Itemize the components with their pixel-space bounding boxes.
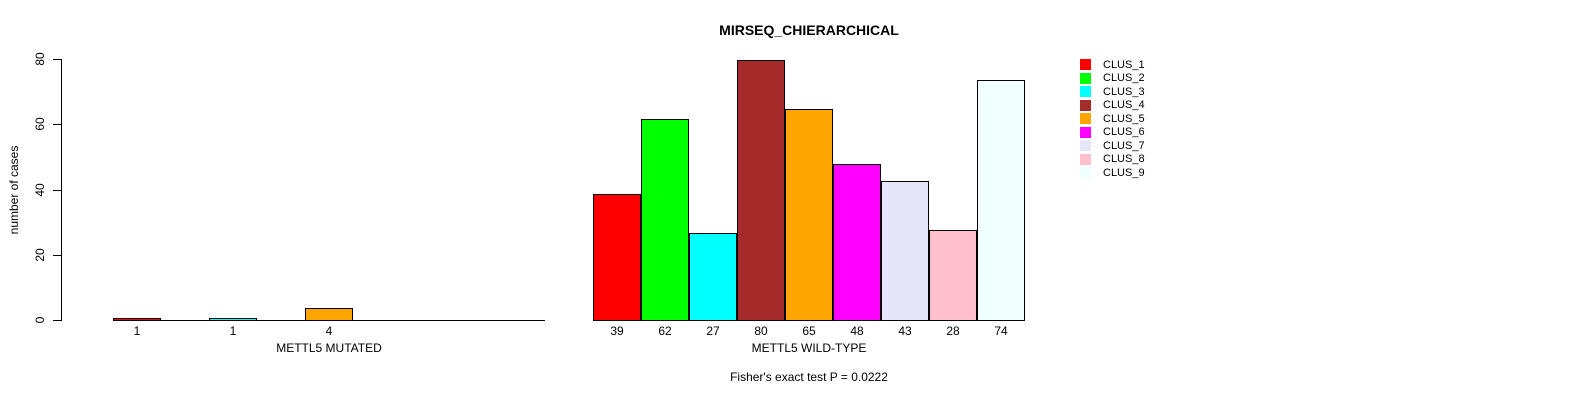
y-tick xyxy=(53,320,61,321)
y-tick-label: 20 xyxy=(33,248,47,262)
bar-value-label: 1 xyxy=(133,324,141,338)
y-tick xyxy=(53,124,61,125)
bar-value-label: 74 xyxy=(994,324,1008,338)
legend-label: CLUS_4 xyxy=(1103,99,1145,111)
bar-value-label: 39 xyxy=(610,324,624,338)
y-tick xyxy=(53,190,61,191)
legend-label: CLUS_7 xyxy=(1103,140,1145,152)
group-label: METTL5 WILD-TYPE xyxy=(751,341,867,355)
bar xyxy=(209,318,257,321)
bar xyxy=(833,164,881,321)
bar-value-label: 43 xyxy=(898,324,912,338)
bar xyxy=(689,233,737,321)
y-tick xyxy=(53,255,61,256)
y-tick-label: 40 xyxy=(33,183,47,197)
bar-value-label: 65 xyxy=(802,324,816,338)
bar xyxy=(737,60,785,321)
legend-label: CLUS_6 xyxy=(1103,126,1145,138)
legend-label: CLUS_2 xyxy=(1103,72,1145,84)
bar-value-label: 62 xyxy=(658,324,672,338)
bar xyxy=(785,109,833,321)
legend-swatch xyxy=(1080,154,1091,165)
y-tick-label: 0 xyxy=(33,316,47,324)
bar xyxy=(305,308,353,321)
legend-label: CLUS_8 xyxy=(1103,153,1145,165)
bar xyxy=(881,181,929,321)
legend-swatch xyxy=(1080,140,1091,151)
bar xyxy=(977,80,1025,321)
legend-label: CLUS_9 xyxy=(1103,167,1145,179)
bar xyxy=(593,194,641,321)
legend-swatch xyxy=(1080,59,1091,70)
legend-swatch xyxy=(1080,167,1091,178)
y-tick-label: 60 xyxy=(33,117,47,131)
legend-swatch xyxy=(1080,86,1091,97)
bar-value-label: 1 xyxy=(229,324,237,338)
bar xyxy=(929,230,977,321)
group-label: METTL5 MUTATED xyxy=(276,341,382,355)
bar-value-label: 48 xyxy=(850,324,864,338)
y-tick xyxy=(53,59,61,60)
legend-swatch xyxy=(1080,73,1091,84)
fisher-test-label: Fisher's exact test P = 0.0222 xyxy=(730,370,888,384)
y-axis-line xyxy=(61,59,62,321)
bar xyxy=(113,318,161,321)
legend-swatch xyxy=(1080,113,1091,124)
bar-value-label: 4 xyxy=(325,324,333,338)
y-axis-label: number of cases xyxy=(7,145,21,235)
legend-label: CLUS_5 xyxy=(1103,113,1145,125)
legend-label: CLUS_1 xyxy=(1103,59,1145,71)
y-tick-label: 80 xyxy=(33,52,47,66)
bar-value-label: 80 xyxy=(754,324,768,338)
legend-label: CLUS_3 xyxy=(1103,86,1145,98)
bar xyxy=(641,119,689,321)
chart-title: MIRSEQ_CHIERARCHICAL xyxy=(719,22,899,38)
bar-value-label: 28 xyxy=(946,324,960,338)
legend-swatch xyxy=(1080,127,1091,138)
bar-value-label: 27 xyxy=(706,324,720,338)
legend-swatch xyxy=(1080,100,1091,111)
